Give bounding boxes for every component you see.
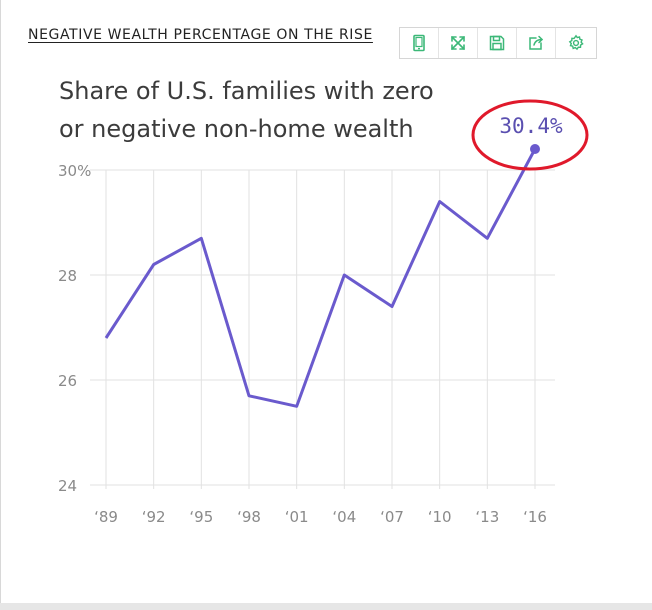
annotation-label: 30.4% — [499, 114, 563, 138]
headline[interactable]: NEGATIVE WEALTH PERCENTAGE ON THE RISE — [28, 27, 373, 43]
x-tick-label: ‘16 — [523, 508, 547, 526]
annotation-circle — [471, 99, 589, 171]
x-tick-label: ‘13 — [475, 508, 499, 526]
grid-layer — [90, 169, 555, 489]
expand-icon — [451, 36, 465, 50]
x-axis: ‘89 ‘92 ‘95 ‘98 ‘01 ‘04 ‘07 ‘10 ‘13 ‘16 — [94, 508, 547, 526]
y-tick-label: 26 — [58, 372, 77, 390]
x-tick-label: ‘89 — [94, 508, 118, 526]
y-tick-label: 30% — [58, 162, 91, 180]
x-tick-label: ‘01 — [285, 508, 309, 526]
y-axis: 30% 28 26 24 — [58, 162, 91, 495]
chart-title-line-2: or negative non-home wealth — [59, 115, 414, 143]
chart-title: Share of U.S. families with zero or nega… — [59, 72, 459, 148]
y-tick-label: 24 — [58, 477, 77, 495]
x-tick-label: ‘92 — [142, 508, 166, 526]
chart-title-line-1: Share of U.S. families with zero — [59, 77, 434, 105]
share-icon — [529, 35, 544, 50]
highlighted-data-point — [530, 144, 540, 154]
x-tick-label: ‘04 — [332, 508, 356, 526]
x-tick-label: ‘95 — [189, 508, 213, 526]
x-tick-label: ‘10 — [428, 508, 452, 526]
gear-icon — [568, 34, 584, 51]
fullscreen-button[interactable] — [439, 28, 478, 58]
save-icon — [489, 35, 505, 51]
x-tick-label: ‘98 — [237, 508, 261, 526]
scrollbar-track[interactable] — [0, 603, 652, 610]
tablet-icon — [413, 34, 425, 52]
x-tick-label: ‘07 — [380, 508, 404, 526]
chart-toolbar — [399, 27, 597, 59]
mobile-view-button[interactable] — [400, 28, 439, 58]
y-tick-label: 28 — [58, 267, 77, 285]
save-button[interactable] — [478, 28, 517, 58]
series-line — [104, 148, 537, 408]
data-points — [530, 144, 540, 154]
settings-button[interactable] — [556, 28, 595, 58]
share-button[interactable] — [517, 28, 556, 58]
